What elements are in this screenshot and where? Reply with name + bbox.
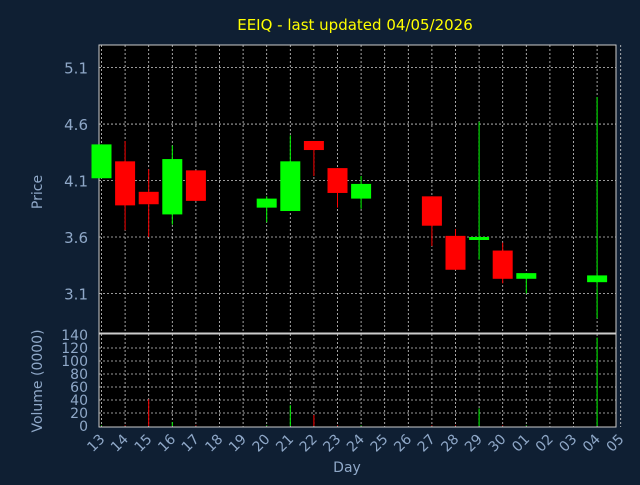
- candle-28: [445, 229, 466, 270]
- candle-body: [115, 161, 136, 206]
- candle-body: [162, 159, 183, 215]
- candle-body: [351, 183, 372, 199]
- candle-body: [516, 273, 537, 279]
- candle-body: [303, 141, 324, 151]
- price-tick-label: 3.6: [64, 229, 88, 247]
- chart-title: EEIQ - last updated 04/05/2026: [237, 16, 473, 34]
- volume-tick-label: 0: [79, 419, 88, 435]
- price-tick-label: 5.1: [64, 60, 88, 78]
- price-tick-label: 3.1: [64, 285, 88, 303]
- candle-29: [469, 121, 490, 260]
- volume-tick-label: 80: [70, 367, 88, 383]
- candle-body: [256, 198, 277, 208]
- candle-30: [492, 242, 513, 284]
- volume-tick-label: 100: [61, 354, 88, 370]
- candle-23: [327, 168, 348, 208]
- volume-plot-area: [98, 333, 617, 428]
- candle-body: [469, 237, 490, 240]
- candle-body: [138, 191, 159, 205]
- candle-16: [162, 145, 183, 225]
- candle-22: [303, 141, 324, 177]
- candle-04: [587, 96, 608, 319]
- volume-tick-label: 20: [70, 406, 88, 422]
- candle-body: [421, 196, 442, 226]
- volume-tick-label: 120: [61, 341, 88, 357]
- candle-27: [421, 196, 442, 247]
- volume-tick-label: 60: [70, 380, 88, 396]
- candle-01: [516, 273, 537, 294]
- candle-15: [138, 169, 159, 237]
- price-tick-label: 4.6: [64, 116, 88, 134]
- candle-body: [185, 170, 206, 201]
- candle-13: [91, 144, 112, 179]
- candle-20: [256, 196, 277, 223]
- volume-axis-label: Volume (0000): [30, 329, 46, 432]
- candle-body: [445, 235, 466, 270]
- volume-tick-label: 140: [61, 328, 88, 344]
- candle-24: [351, 176, 372, 209]
- volume-tick-label: 40: [70, 393, 88, 409]
- candle-14: [115, 141, 136, 231]
- candles: [91, 96, 608, 319]
- candle-21: [280, 135, 301, 212]
- candle-body: [280, 161, 301, 212]
- candle-body: [492, 250, 513, 279]
- candle-body: [327, 168, 348, 193]
- candle-17: [185, 170, 206, 201]
- price-tick-label: 4.1: [64, 173, 88, 191]
- candle-body: [91, 144, 112, 179]
- price-axis-label: Price: [30, 175, 46, 209]
- volume-bars: [101, 337, 598, 426]
- candle-body: [587, 275, 608, 283]
- x-axis-label: Day: [333, 460, 361, 476]
